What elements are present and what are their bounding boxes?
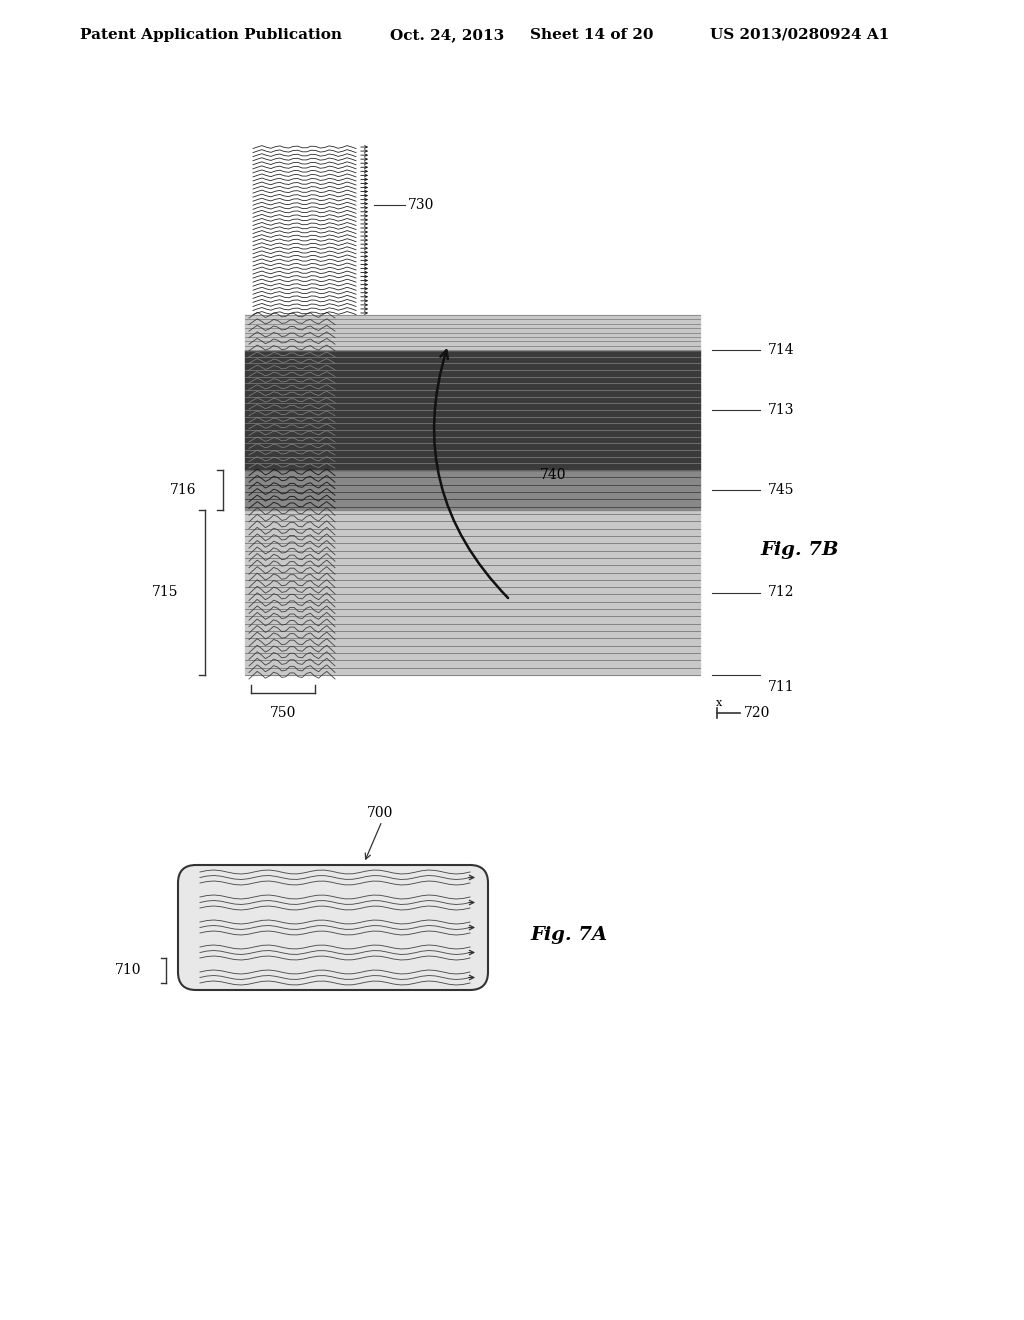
Text: 720: 720 (744, 706, 770, 719)
Text: 712: 712 (768, 586, 795, 599)
Text: 730: 730 (408, 198, 434, 213)
Text: Oct. 24, 2013: Oct. 24, 2013 (390, 28, 504, 42)
Text: 714: 714 (768, 343, 795, 356)
Bar (245, 315, 700, 350)
Text: 750: 750 (269, 706, 296, 719)
Text: 740: 740 (540, 469, 566, 482)
Text: 713: 713 (768, 403, 795, 417)
Text: 716: 716 (170, 483, 197, 498)
Text: Fig. 7A: Fig. 7A (530, 927, 607, 944)
FancyBboxPatch shape (178, 865, 488, 990)
Text: Sheet 14 of 20: Sheet 14 of 20 (530, 28, 653, 42)
Text: US 2013/0280924 A1: US 2013/0280924 A1 (710, 28, 890, 42)
Text: 745: 745 (768, 483, 795, 498)
Text: Fig. 7B: Fig. 7B (760, 541, 839, 558)
Text: 700: 700 (367, 807, 393, 820)
Bar (245, 470, 700, 510)
Text: 715: 715 (152, 586, 178, 599)
Bar (245, 510, 700, 675)
Bar (245, 350, 700, 470)
Text: Patent Application Publication: Patent Application Publication (80, 28, 342, 42)
Text: 710: 710 (115, 964, 141, 977)
Text: x: x (716, 698, 722, 708)
Text: 711: 711 (768, 680, 795, 694)
